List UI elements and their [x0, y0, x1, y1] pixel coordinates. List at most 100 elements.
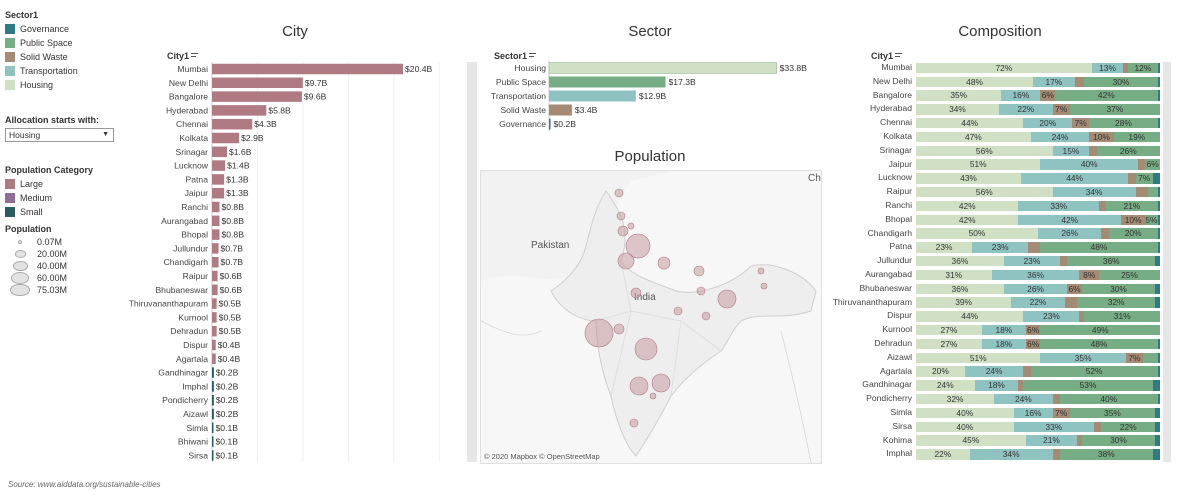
- city-category-label[interactable]: Srinagar: [176, 147, 209, 157]
- city-bar[interactable]: [212, 339, 216, 351]
- composition-segment[interactable]: 44%: [1020, 173, 1129, 184]
- sector-legend-item[interactable]: Public Space: [5, 36, 120, 50]
- composition-category-label[interactable]: Bangalore: [872, 89, 912, 100]
- composition-segment[interactable]: [1028, 242, 1041, 253]
- composition-segment[interactable]: 17%: [1033, 76, 1075, 88]
- composition-segment[interactable]: [1152, 173, 1160, 184]
- composition-segment[interactable]: 7%: [1052, 407, 1070, 419]
- allocation-dropdown[interactable]: Housing ▼: [5, 128, 114, 142]
- city-bar[interactable]: [212, 146, 227, 158]
- composition-segment[interactable]: 8%: [1079, 269, 1099, 281]
- composition-category-label[interactable]: Kolkata: [883, 131, 912, 141]
- composition-segment[interactable]: 6%: [1145, 159, 1160, 170]
- composition-segment[interactable]: [1023, 366, 1031, 377]
- city-category-label[interactable]: Simla: [187, 423, 209, 433]
- city-category-label[interactable]: Raipur: [183, 271, 208, 281]
- composition-segment[interactable]: [1052, 449, 1060, 460]
- composition-segment[interactable]: [1079, 311, 1085, 322]
- composition-segment[interactable]: [1155, 283, 1160, 295]
- composition-segment[interactable]: [1152, 449, 1160, 460]
- population-map[interactable]: Pakistan India Ch: [480, 170, 822, 464]
- composition-scrollbar[interactable]: [1163, 62, 1171, 462]
- composition-segment[interactable]: 36%: [1067, 255, 1156, 267]
- composition-segment[interactable]: 13%: [1091, 62, 1124, 74]
- city-bar[interactable]: [212, 215, 220, 227]
- sector-category-label[interactable]: Solid Waste: [500, 105, 546, 115]
- composition-segment[interactable]: 40%: [1059, 393, 1158, 405]
- composition-segment[interactable]: 7%: [1052, 104, 1070, 115]
- composition-segment[interactable]: [1135, 186, 1148, 198]
- composition-segment[interactable]: 23%: [972, 242, 1029, 253]
- city-category-label[interactable]: Agartala: [176, 354, 208, 364]
- sector-category-label[interactable]: Transportation: [491, 91, 546, 101]
- composition-segment[interactable]: [1018, 380, 1024, 391]
- composition-segment[interactable]: 19%: [1113, 131, 1160, 143]
- sector-bar[interactable]: [549, 90, 636, 102]
- composition-category-label[interactable]: Chandigarh: [867, 227, 912, 238]
- composition-segment[interactable]: [1157, 338, 1160, 350]
- composition-segment[interactable]: 26%: [1003, 283, 1068, 295]
- composition-segment[interactable]: 44%: [916, 117, 1024, 129]
- composition-segment[interactable]: 16%: [1001, 90, 1041, 101]
- composition-segment[interactable]: 28%: [1089, 117, 1158, 129]
- city-bar[interactable]: [212, 243, 219, 254]
- city-bar[interactable]: [212, 284, 218, 296]
- composition-segment[interactable]: [1074, 76, 1085, 88]
- city-category-label[interactable]: Gandhinagar: [158, 368, 208, 378]
- composition-segment[interactable]: 22%: [916, 449, 970, 460]
- composition-segment[interactable]: 23%: [1023, 311, 1080, 322]
- composition-segment[interactable]: 43%: [916, 173, 1021, 184]
- composition-segment[interactable]: 42%: [916, 200, 1019, 212]
- city-bar[interactable]: [212, 63, 404, 75]
- composition-segment[interactable]: 32%: [1077, 297, 1156, 308]
- composition-segment[interactable]: [1138, 159, 1146, 170]
- composition-category-label[interactable]: Aizawl: [887, 351, 912, 362]
- city-bar[interactable]: [212, 312, 217, 323]
- composition-segment[interactable]: 7%: [1135, 173, 1153, 184]
- composition-category-label[interactable]: Imphal: [886, 448, 912, 459]
- composition-segment[interactable]: [1157, 214, 1160, 226]
- composition-segment[interactable]: [1059, 255, 1068, 267]
- sector-legend-item[interactable]: Governance: [5, 22, 120, 36]
- city-scrollbar[interactable]: [467, 62, 477, 462]
- composition-segment[interactable]: 21%: [1025, 435, 1078, 446]
- city-category-label[interactable]: Bhiwani: [178, 437, 208, 447]
- composition-segment[interactable]: 50%: [916, 228, 1038, 239]
- composition-segment[interactable]: 44%: [916, 311, 1024, 322]
- composition-segment[interactable]: 42%: [916, 214, 1019, 226]
- composition-segment[interactable]: 24%: [964, 366, 1024, 377]
- composition-segment[interactable]: 31%: [916, 269, 992, 281]
- composition-segment[interactable]: 35%: [916, 90, 1002, 101]
- city-bar[interactable]: [212, 105, 267, 116]
- city-category-label[interactable]: Aizawl: [183, 409, 208, 419]
- city-bar[interactable]: [212, 77, 303, 89]
- city-bar[interactable]: [212, 436, 214, 447]
- city-bar[interactable]: [212, 367, 214, 378]
- composition-segment[interactable]: 48%: [1040, 242, 1158, 253]
- city-category-label[interactable]: Jullundur: [173, 243, 208, 253]
- composition-segment[interactable]: [1155, 255, 1160, 267]
- composition-segment[interactable]: 42%: [1055, 90, 1158, 101]
- composition-segment[interactable]: 33%: [1018, 200, 1099, 212]
- composition-segment[interactable]: 34%: [916, 104, 999, 115]
- composition-segment[interactable]: [1157, 90, 1160, 101]
- composition-segment[interactable]: [1157, 393, 1160, 405]
- composition-segment[interactable]: 34%: [969, 449, 1053, 460]
- composition-category-label[interactable]: Srinagar: [879, 144, 912, 155]
- composition-category-label[interactable]: Kohima: [882, 434, 912, 445]
- composition-segment[interactable]: 51%: [916, 159, 1041, 170]
- city-bar[interactable]: [212, 394, 214, 406]
- composition-segment[interactable]: [1155, 421, 1160, 433]
- composition-segment[interactable]: 40%: [916, 407, 1014, 419]
- composition-segment[interactable]: [1089, 145, 1097, 157]
- composition-segment[interactable]: [1123, 62, 1129, 74]
- city-bar[interactable]: [212, 174, 225, 185]
- city-category-label[interactable]: Bangalore: [169, 92, 208, 102]
- city-category-label[interactable]: Kurnool: [178, 312, 208, 322]
- city-category-label[interactable]: Patna: [186, 174, 209, 184]
- city-bar[interactable]: [212, 325, 217, 337]
- composition-segment[interactable]: [1157, 352, 1160, 364]
- city-category-label[interactable]: Aurangabad: [161, 216, 208, 226]
- composition-segment[interactable]: 48%: [1040, 338, 1158, 350]
- city-category-label[interactable]: Kolkata: [179, 133, 208, 143]
